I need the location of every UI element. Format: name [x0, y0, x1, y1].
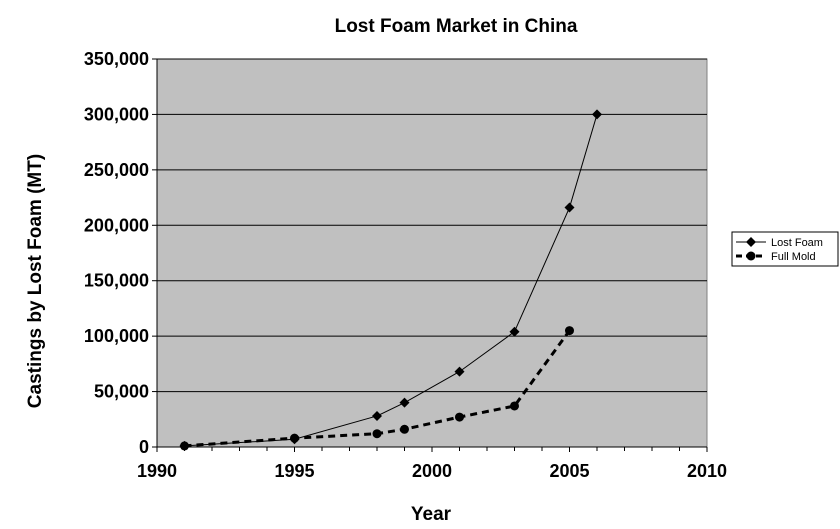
y-tick-label: 150,000 [84, 271, 149, 291]
series-line [184, 114, 598, 447]
data-point [372, 429, 382, 439]
data-point [400, 424, 409, 434]
plot-area: 0 50,000 100,000 150,000 200,000 250,000 300,0… [84, 49, 727, 481]
data-point [454, 366, 465, 377]
data-point [180, 441, 189, 451]
legend-marker [746, 251, 756, 261]
y-tick-label: 50,000 [94, 382, 149, 402]
data-point [372, 410, 382, 421]
x-tick-label: 1995 [274, 461, 314, 481]
legend-label: Lost Foam [771, 237, 823, 249]
data-point [455, 412, 464, 422]
data-point [592, 109, 602, 120]
data-point [510, 401, 519, 411]
data-point [399, 397, 410, 408]
data-point [290, 433, 299, 443]
x-tick-label: 2010 [687, 461, 727, 481]
y-tick-label: 300,000 [84, 104, 149, 124]
y-axis-label: Castings by Lost Foam (MT) [25, 154, 46, 408]
x-tick-label: 2005 [549, 461, 589, 481]
x-axis-label: Year [411, 504, 452, 525]
y-tick-label: 100,000 [84, 326, 149, 346]
chart-title: Lost Foam Market in China [335, 16, 578, 37]
y-tick-label: 250,000 [84, 160, 149, 180]
data-point [564, 202, 575, 213]
x-tick-label: 2000 [412, 461, 452, 481]
data-point [509, 326, 520, 337]
data-point [565, 326, 574, 336]
x-tick-label: 1990 [137, 461, 177, 481]
series-full-mold [180, 326, 574, 451]
legend-box [731, 231, 839, 267]
legend-label: Full Mold [771, 251, 816, 263]
y-tick-label: 200,000 [84, 215, 149, 235]
y-tick-label: 0 [139, 437, 149, 457]
y-tick-label: 350,000 [84, 49, 149, 69]
legend-marker [746, 237, 756, 247]
legend: Lost Foam Full Mold [731, 231, 839, 267]
plot-background [156, 58, 708, 448]
